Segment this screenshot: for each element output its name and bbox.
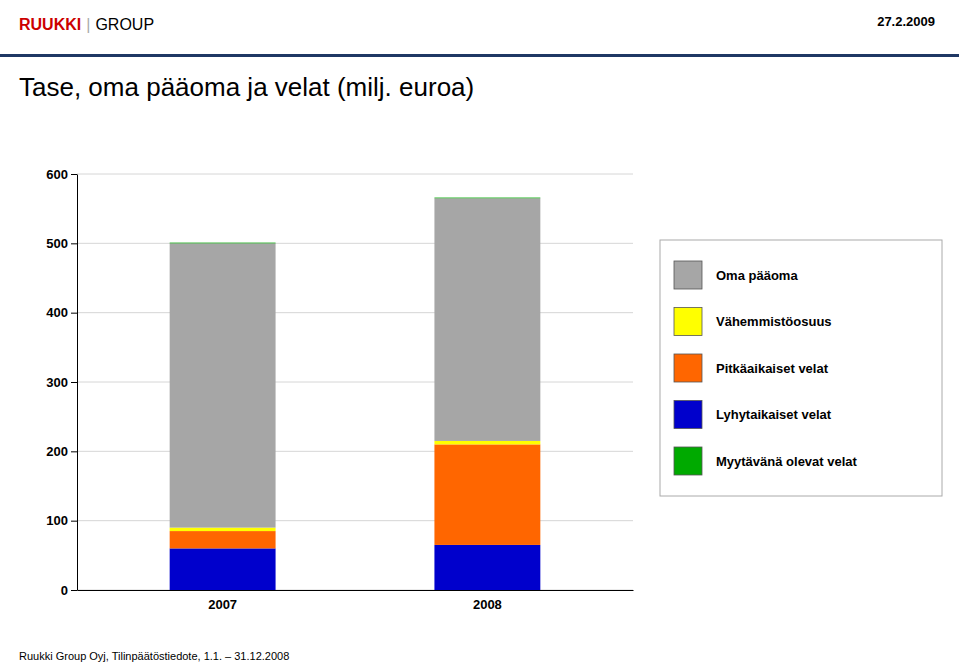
plot: 0 100 200 300 400 500 600 2007 2008 — [46, 167, 633, 613]
bar — [170, 548, 276, 590]
bar — [434, 197, 540, 199]
legend-item: Pitkäaikaiset velat — [674, 354, 829, 382]
bar — [434, 198, 540, 441]
legend-swatch — [674, 401, 702, 429]
legend: Oma pääoma Vähemmistöosuus Pitkäaikaiset v… — [660, 240, 942, 496]
y-axis: 0 100 200 300 400 500 600 — [46, 167, 77, 598]
tick-mark — [71, 451, 77, 452]
series — [170, 545, 541, 590]
chart: 27.2.2009 Ruukki Group Oyj, Tilinpäätösti… — [0, 0, 959, 670]
tick-label: 400 — [46, 305, 68, 320]
tick-mark — [71, 174, 77, 175]
tick: 200 — [46, 444, 77, 459]
legend-swatch — [674, 261, 702, 289]
legend-label: Myytävänä olevat velat — [716, 454, 858, 469]
legend-swatch — [674, 447, 702, 475]
tick: 500 — [46, 236, 77, 251]
tick-mark — [71, 521, 77, 522]
logo-part: | — [86, 16, 90, 33]
bar — [170, 242, 276, 244]
legend-item: Lyhytaikaiset velat — [674, 401, 832, 429]
tick: 400 — [46, 305, 77, 320]
grid-line — [77, 451, 633, 452]
tick-mark — [71, 382, 77, 383]
tick: 600 — [46, 167, 77, 182]
grid-line — [77, 520, 633, 521]
bar — [170, 528, 276, 531]
tick: 100 — [46, 513, 77, 528]
tick: 300 — [46, 375, 77, 390]
legend-swatch — [674, 354, 702, 382]
axis-line — [77, 175, 78, 591]
series — [170, 198, 541, 527]
bar — [170, 243, 276, 527]
x-axis: 2007 2008 — [78, 591, 634, 613]
tick-label: 2008 — [473, 597, 502, 612]
tick-label: 500 — [46, 236, 68, 251]
bar — [434, 444, 540, 545]
bar — [434, 441, 540, 444]
tick-mark — [71, 590, 77, 591]
grid-line — [77, 382, 633, 383]
footer: Ruukki Group Oyj, Tilinpäätöstiedote, 1.… — [19, 650, 289, 662]
legend-item: Myytävänä olevat velat — [674, 447, 858, 475]
tick-label: 100 — [46, 513, 68, 528]
grid-line — [77, 590, 633, 591]
grid — [77, 174, 633, 590]
tick: 2007 — [208, 597, 237, 612]
grid-line — [77, 312, 633, 313]
tick-mark — [71, 313, 77, 314]
grid-line — [77, 174, 633, 175]
tick-label: 2007 — [208, 597, 237, 612]
tick-label: 600 — [46, 167, 68, 182]
title: Tase, oma pääoma ja velat (milj. euroa) — [19, 72, 474, 102]
series — [170, 198, 541, 244]
legend-label: Pitkäaikaiset velat — [716, 361, 829, 376]
legend-box — [660, 240, 942, 496]
grid-line — [77, 243, 633, 244]
axis-line — [78, 590, 634, 591]
logo: RUUKKI | GROUP — [19, 16, 154, 33]
logo-part: GROUP — [95, 16, 154, 33]
legend-item: Oma pääoma — [674, 261, 798, 289]
tick: 2008 — [473, 597, 502, 612]
bar — [434, 545, 540, 590]
tick-label: 0 — [61, 583, 68, 598]
tick-mark — [71, 243, 77, 244]
legend-swatch — [674, 308, 702, 336]
legend-item: Vähemmistöosuus — [674, 308, 832, 336]
bar — [170, 531, 276, 548]
legend-label: Vähemmistöosuus — [716, 314, 832, 329]
date-label: 27.2.2009 — [877, 14, 935, 29]
tick-label: 300 — [46, 375, 68, 390]
bars — [170, 198, 541, 590]
header-line — [0, 54, 959, 57]
legend-label: Lyhytaikaiset velat — [716, 407, 832, 422]
logo-part: RUUKKI — [19, 16, 81, 33]
legend-label: Oma pääoma — [716, 268, 798, 283]
tick: 0 — [61, 583, 77, 598]
tick-label: 200 — [46, 444, 68, 459]
